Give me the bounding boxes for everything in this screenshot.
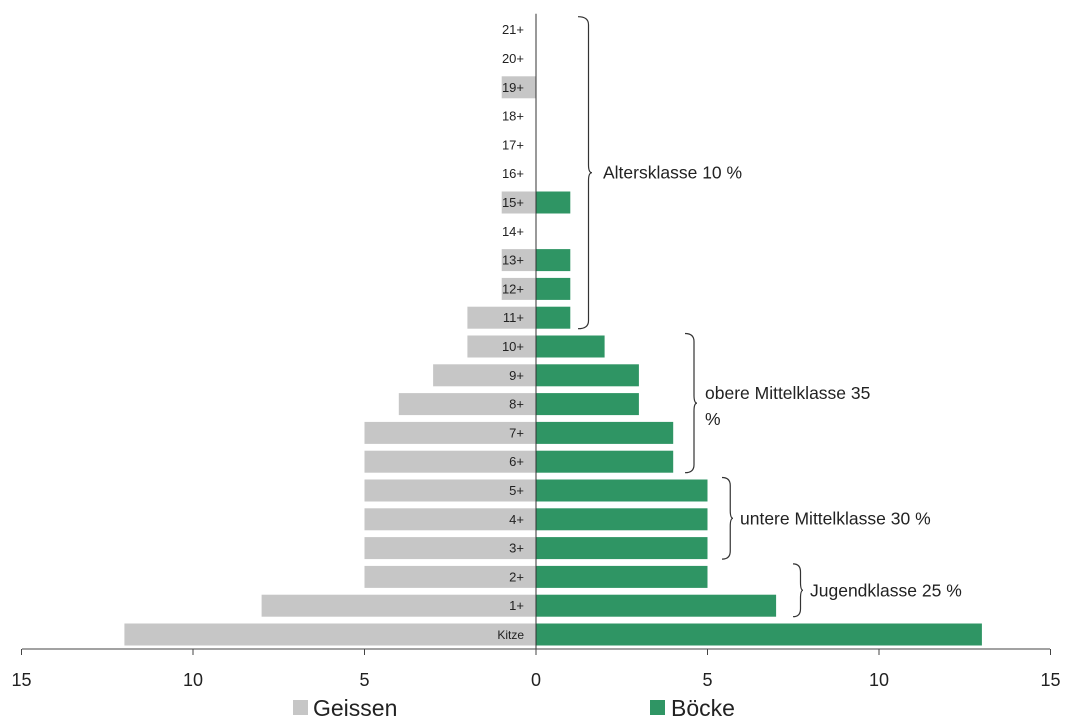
- bar-geissen-9plus: [433, 364, 536, 387]
- category-label: 2+: [509, 569, 524, 584]
- bar-geissen-6plus: [364, 450, 536, 473]
- bar-geissen-11plus: [467, 306, 536, 329]
- legend-label-b-cke: Böcke: [671, 695, 735, 720]
- bar-b-cke-4plus: [536, 508, 708, 531]
- x-tick-label: 5: [702, 670, 712, 690]
- category-label: 17+: [502, 137, 524, 152]
- bar-b-cke-2plus: [536, 565, 708, 588]
- bar-b-cke-kitze: [536, 623, 982, 646]
- bar-b-cke-3plus: [536, 537, 708, 560]
- bar-geissen-8plus: [398, 393, 536, 416]
- annotation-brace: [577, 16, 593, 330]
- bar-geissen-15plus: [501, 191, 536, 214]
- bar-b-cke-12plus: [536, 277, 571, 300]
- category-label: 8+: [509, 397, 524, 412]
- bar-geissen-5plus: [364, 479, 536, 502]
- category-label: 15+: [502, 195, 524, 210]
- legend-group: Geissen Böcke: [293, 695, 735, 721]
- bar-geissen-3plus: [364, 537, 536, 560]
- category-label: 12+: [502, 281, 524, 296]
- annotation-brace: [684, 332, 698, 474]
- category-labels-group: Kitze 1+ 2+ 3+ 4+ 5+ 6+ 7+ 8+ 9+ 10+ 11+ 12+ 13+ 14+ 15…: [497, 22, 524, 642]
- bar-geissen-1plus: [261, 594, 536, 617]
- bar-geissen-10plus: [467, 335, 536, 358]
- bar-b-cke-6plus: [536, 450, 674, 473]
- x-tick-label: 15: [1040, 670, 1060, 690]
- category-label: 19+: [502, 80, 524, 95]
- category-label: 10+: [502, 339, 524, 354]
- bar-geissen-13plus: [501, 249, 536, 272]
- bar-geissen-kitze: [124, 623, 537, 646]
- category-label: 11+: [503, 310, 524, 325]
- annotations-group: Altersklasse 10 % obere Mittelklasse 35 % u…: [577, 16, 962, 618]
- category-label: 5+: [509, 483, 524, 498]
- annotation-label: Altersklasse 10 %: [603, 163, 742, 183]
- bar-b-cke-10plus: [536, 335, 605, 358]
- annotation-label: untere Mittelklasse 30 %: [740, 508, 931, 528]
- legend-swatch-geissen: [293, 700, 308, 715]
- bar-b-cke-11plus: [536, 306, 571, 329]
- bar-geissen-19plus: [501, 76, 536, 99]
- annotation-brace: [721, 476, 734, 560]
- bar-b-cke-13plus: [536, 249, 571, 272]
- category-label: 20+: [502, 51, 524, 66]
- x-tick-label: 15: [11, 670, 31, 690]
- bar-geissen-7plus: [364, 421, 536, 444]
- bar-b-cke-1plus: [536, 594, 777, 617]
- x-axis-group: 15 10 5 0 5 10 15: [11, 13, 1061, 690]
- category-label: 16+: [502, 166, 524, 181]
- legend-swatch-b-cke: [650, 700, 665, 715]
- category-label: 18+: [502, 109, 524, 124]
- category-label: 4+: [509, 512, 524, 527]
- bar-geissen-2plus: [364, 565, 536, 588]
- category-label: 1+: [509, 598, 524, 613]
- annotation-label: Jugendklasse 25 %: [810, 580, 962, 600]
- legend-label-geissen: Geissen: [313, 695, 397, 720]
- x-tick-label: 10: [869, 670, 889, 690]
- annotation-label: obere Mittelklasse 35%: [705, 383, 870, 429]
- bar-geissen-4plus: [364, 508, 536, 531]
- x-tick-label: 0: [531, 670, 541, 690]
- category-label: 14+: [502, 224, 524, 239]
- category-label: 21+: [502, 22, 524, 37]
- bar-geissen-12plus: [501, 277, 536, 300]
- bar-b-cke-5plus: [536, 479, 708, 502]
- category-label: 7+: [509, 425, 524, 440]
- category-label: Kitze: [497, 628, 524, 642]
- bar-b-cke-7plus: [536, 421, 674, 444]
- bar-b-cke-8plus: [536, 393, 639, 416]
- bar-b-cke-15plus: [536, 191, 571, 214]
- annotation-brace: [792, 563, 804, 618]
- category-label: 13+: [502, 253, 524, 268]
- x-tick-label: 5: [359, 670, 369, 690]
- category-label: 3+: [509, 541, 524, 556]
- category-label: 6+: [509, 454, 524, 469]
- x-tick-label: 10: [183, 670, 203, 690]
- category-label: 9+: [509, 368, 524, 383]
- bar-b-cke-9plus: [536, 364, 639, 387]
- bars-group: [124, 76, 982, 646]
